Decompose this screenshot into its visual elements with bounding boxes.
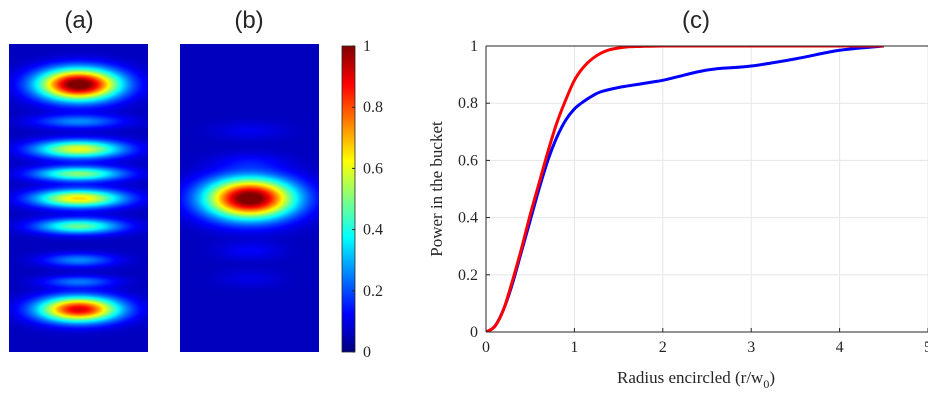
- chart-grid: [485, 45, 928, 333]
- beam-image-b: [180, 44, 319, 352]
- y-axis-title: Power in the bucket: [427, 121, 446, 257]
- colorbar-tick-label: 0.2: [363, 283, 383, 300]
- x-tick-label: 2: [659, 339, 667, 356]
- y-tick-label: 0.2: [458, 267, 478, 284]
- x-tick-label: 1: [570, 339, 578, 356]
- beam-image-a: [9, 44, 148, 352]
- x-tick-label: 0: [482, 339, 490, 356]
- y-tick-label: 1: [470, 38, 478, 55]
- colorbar-tick-label: 0.4: [363, 222, 383, 239]
- colorbar-tick-label: 0: [363, 344, 371, 361]
- x-axis-title: Radius encircled (r/w0): [617, 368, 775, 391]
- colorbar-tick-label: 0.8: [363, 99, 383, 116]
- chart-series: [486, 46, 884, 332]
- y-ticks: 0 0.2 0.4 0.6 0.8 1: [458, 38, 490, 341]
- panel-b-label: (b): [234, 7, 263, 34]
- colorbar-tick-label: 0.6: [363, 160, 383, 177]
- y-tick-label: 0.4: [458, 210, 478, 227]
- panel-a-label: (a): [64, 7, 93, 34]
- y-tick-label: 0.6: [458, 152, 478, 169]
- y-tick-label: 0: [470, 324, 478, 341]
- series-line-2: [486, 46, 884, 332]
- colorbar-ticks: 0 0.2 0.4 0.6 0.8 1: [352, 38, 383, 361]
- colorbar: 0 0.2 0.4 0.6 0.8 1: [341, 38, 383, 361]
- panel-c-label: (c): [682, 7, 710, 34]
- line-chart: 0 1 2 3 4 5 0 0.2 0.4 0.6 0.8 1 Radius encircled (…: [427, 38, 928, 391]
- beam-image-a-pixels: [9, 44, 148, 352]
- colorbar-tick-label: 1: [363, 38, 371, 55]
- x-ticks: 0 1 2 3 4 5: [482, 328, 928, 356]
- series-line-1: [486, 46, 884, 332]
- colorbar-gradient: [341, 45, 356, 353]
- x-tick-label: 3: [747, 339, 755, 356]
- x-tick-label: 5: [924, 339, 928, 356]
- y-tick-label: 0.8: [458, 95, 478, 112]
- x-tick-label: 4: [836, 339, 844, 356]
- beam-image-b-pixels: [180, 44, 319, 352]
